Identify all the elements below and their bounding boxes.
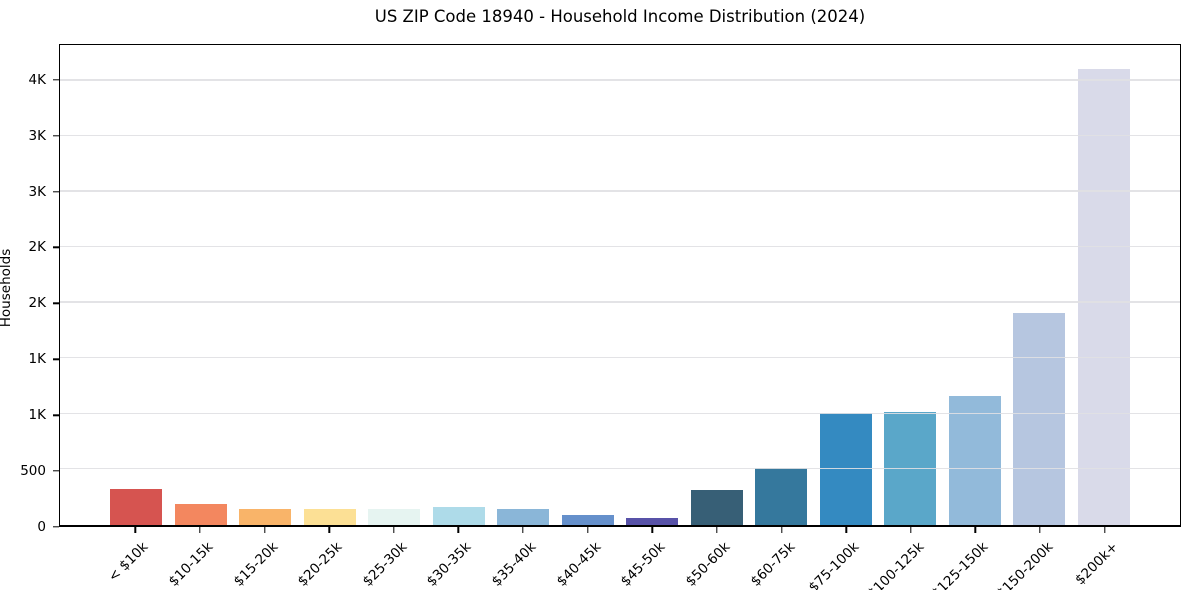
y-tick-label: 3K bbox=[28, 127, 46, 144]
gridline bbox=[60, 412, 1180, 414]
x-tick-label-text: $25-30k bbox=[359, 539, 411, 590]
x-tick-label-text: $150-200k bbox=[993, 539, 1057, 590]
y-tick-label: 3K bbox=[28, 183, 46, 200]
gridline bbox=[60, 134, 1180, 137]
x-tick-label-text: $10-15k bbox=[165, 539, 217, 590]
x-tick-mark bbox=[651, 527, 654, 533]
gridline bbox=[60, 356, 1180, 359]
x-tick-mark bbox=[1103, 527, 1106, 533]
bar-slot bbox=[685, 45, 750, 525]
chart-title: US ZIP Code 18940 - Household Income Dis… bbox=[374, 7, 866, 26]
x-tick-label-text: $20-25k bbox=[294, 539, 346, 590]
x-tick-mark bbox=[780, 527, 783, 533]
y-tick-mark bbox=[53, 358, 59, 360]
bar-slot bbox=[362, 45, 427, 525]
bar-$10-15k bbox=[174, 504, 227, 525]
x-tick-mark bbox=[910, 527, 912, 533]
bar-slot bbox=[878, 45, 943, 525]
bar-slot bbox=[1007, 45, 1072, 525]
x-axis: < $10k $10-15k $15-20k $20-25k $25-30k $30-35… bbox=[59, 527, 1181, 590]
x-tick-label-text: $30-35k bbox=[424, 539, 475, 590]
bar-$150-200k bbox=[1013, 312, 1066, 525]
bar-slot bbox=[749, 45, 814, 525]
gridline bbox=[60, 468, 1180, 470]
y-tick-mark bbox=[53, 526, 59, 528]
bar-slot bbox=[620, 45, 685, 525]
x-tick-label-text: $45-50k bbox=[617, 539, 669, 590]
x-tick-label-text: < $10k bbox=[105, 539, 152, 586]
x-tick-mark bbox=[1039, 527, 1041, 533]
y-tick-label: 0 bbox=[37, 519, 46, 535]
bar-$200k+ bbox=[1077, 69, 1130, 525]
bar-slot bbox=[491, 45, 556, 525]
x-tick-mark bbox=[586, 527, 589, 533]
gridline bbox=[60, 245, 1180, 248]
bar-slot bbox=[943, 45, 1008, 525]
x-tick-label-text: $75-100k bbox=[805, 539, 863, 590]
bars-layer bbox=[60, 45, 1180, 525]
x-tick-mark bbox=[974, 527, 977, 533]
y-tick-label: 500 bbox=[20, 463, 46, 480]
bar-$60-75k bbox=[755, 468, 808, 525]
bar-slot bbox=[1072, 45, 1137, 525]
bar-$25-30k bbox=[368, 509, 421, 525]
x-tick-mark bbox=[845, 527, 847, 533]
bar-slot bbox=[814, 45, 879, 525]
x-tick-label-text: $200k+ bbox=[1071, 539, 1122, 589]
bar-slot bbox=[104, 45, 169, 525]
y-tick-mark bbox=[53, 470, 59, 472]
y-tick-label: 1K bbox=[28, 407, 46, 424]
bar-$30-35k bbox=[432, 507, 485, 525]
y-tick-mark bbox=[53, 246, 59, 249]
y-tick-mark bbox=[53, 190, 59, 193]
x-tick-label-text: $50-60k bbox=[682, 539, 734, 590]
y-tick-mark bbox=[53, 79, 59, 81]
gridline bbox=[60, 301, 1180, 303]
bar-$20-25k bbox=[303, 509, 356, 525]
x-tick-mark bbox=[522, 527, 524, 533]
x-tick-label-text: $60-75k bbox=[747, 539, 798, 590]
y-tick-mark bbox=[53, 134, 59, 137]
x-tick-mark bbox=[134, 527, 137, 533]
x-tick-label-text: $15-20k bbox=[230, 539, 281, 590]
x-tick-mark bbox=[393, 527, 395, 533]
gridline bbox=[60, 79, 1180, 81]
bar-$45-50k bbox=[626, 518, 679, 525]
plot-area bbox=[59, 44, 1181, 527]
x-tick-label-text: $40-45k bbox=[553, 539, 605, 590]
bar-< $10k bbox=[110, 488, 163, 525]
y-tick-mark bbox=[53, 414, 59, 416]
bar-slot bbox=[233, 45, 298, 525]
gridline bbox=[60, 190, 1180, 192]
x-tick-mark bbox=[457, 527, 460, 533]
x-tick-label-text: $100-125k bbox=[864, 539, 928, 590]
bar-slot bbox=[298, 45, 363, 525]
y-tick-label: 4K bbox=[28, 71, 46, 88]
x-tick-mark bbox=[716, 527, 718, 533]
bar-slot bbox=[427, 45, 492, 525]
bar-$50-60k bbox=[690, 490, 743, 525]
y-tick-mark bbox=[53, 302, 59, 305]
x-tick-label-text: $125-150k bbox=[928, 539, 992, 590]
x-tick-mark bbox=[199, 527, 201, 533]
x-tick-label-text: $35-40k bbox=[488, 539, 540, 590]
bar-$15-20k bbox=[239, 508, 292, 525]
bar-slot bbox=[169, 45, 234, 525]
x-tick-mark bbox=[328, 527, 330, 533]
y-tick-label: 1K bbox=[28, 351, 46, 368]
y-tick-label: 2K bbox=[28, 239, 46, 256]
y-tick-label: 2K bbox=[28, 295, 46, 312]
x-tick-mark bbox=[263, 527, 266, 533]
bar-$40-45k bbox=[561, 514, 614, 525]
y-axis: 0 500 1K 1K 2K 2K 3K 3K 4K bbox=[0, 44, 59, 535]
bar-slot bbox=[556, 45, 621, 525]
bar-$125-150k bbox=[948, 396, 1001, 525]
bar-$35-40k bbox=[497, 508, 550, 525]
